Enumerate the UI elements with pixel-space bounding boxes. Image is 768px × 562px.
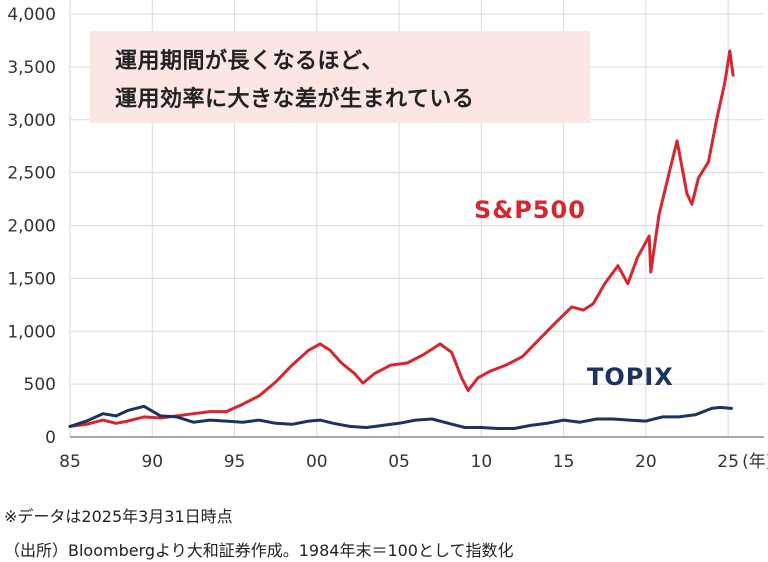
x-tick-label: 85 bbox=[59, 452, 81, 472]
series-lines bbox=[68, 49, 735, 430]
y-tick-label: 1,500 bbox=[7, 269, 56, 289]
footnote-data-date: ※データは2025年3月31日時点 bbox=[4, 507, 233, 526]
x-tick-label: 10 bbox=[471, 452, 493, 472]
y-tick-label: 2,500 bbox=[7, 164, 56, 184]
y-tick-label: 1,000 bbox=[7, 322, 56, 342]
x-tick-label: 15 bbox=[553, 452, 575, 472]
sp500-series-label: S&P500 bbox=[474, 196, 586, 224]
sp500-series-line bbox=[68, 49, 735, 428]
y-tick-label: 4,000 bbox=[7, 5, 56, 25]
y-tick-label: 3,000 bbox=[7, 111, 56, 131]
footnote-source: （出所）Bloombergより大和証券作成。1984年末＝100として指数化 bbox=[4, 541, 514, 560]
x-tick-label: 20 bbox=[635, 452, 657, 472]
y-axis-tick-labels: 0 500 1,000 1,500 2,000 2,500 3,000 3,500 4,000 bbox=[7, 5, 56, 448]
callout-box bbox=[90, 31, 590, 123]
x-tick-label: 90 bbox=[141, 452, 163, 472]
x-tick-label: 25 bbox=[717, 452, 739, 472]
callout-line-2: 運用効率に大きな差が生まれている bbox=[115, 87, 475, 112]
x-tick-label: 05 bbox=[388, 452, 410, 472]
y-tick-label: 0 bbox=[45, 428, 56, 448]
topix-series-line bbox=[68, 404, 733, 430]
y-tick-label: 2,000 bbox=[7, 217, 56, 237]
y-tick-label: 500 bbox=[24, 375, 56, 395]
y-tick-label: 3,500 bbox=[7, 58, 56, 78]
callout-line-1: 運用期間が長くなるほど、 bbox=[115, 49, 384, 74]
topix-series-label: TOPIX bbox=[587, 363, 674, 391]
x-axis-tick-labels: 85 90 95 00 05 10 15 20 25(年) bbox=[59, 452, 768, 472]
x-tick-label: 00 bbox=[306, 452, 328, 472]
x-axis-unit-label: (年) bbox=[742, 452, 768, 472]
x-tick-label: 95 bbox=[224, 452, 246, 472]
